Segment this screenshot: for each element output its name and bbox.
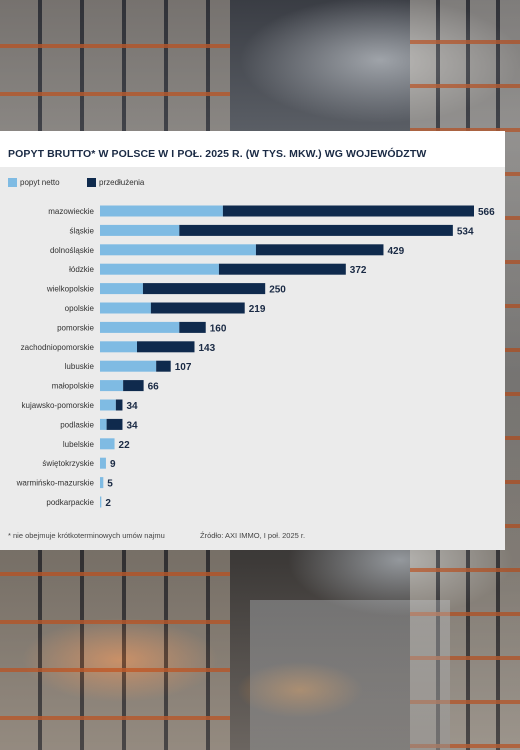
chart-title: POPYT BRUTTO* W POLSCE W I POŁ. 2025 R. … <box>8 148 427 160</box>
total-value-label: 250 <box>269 285 286 296</box>
chart-panel: POPYT BRUTTO* W POLSCE W I POŁ. 2025 R. … <box>0 131 505 550</box>
footnote-source: Źródło: AXI IMMO, I poł. 2025 r. <box>200 531 306 540</box>
bar-przedluzenia <box>255 244 384 256</box>
category-label: małopolskie <box>52 382 95 391</box>
bar-netto <box>100 496 102 508</box>
bar-przedluzenia <box>106 418 123 430</box>
total-value-label: 219 <box>249 304 266 315</box>
category-label: lubelskie <box>63 440 95 449</box>
category-label: kujawsko-pomorskie <box>22 401 95 410</box>
total-value-label: 34 <box>126 401 138 412</box>
bar-netto <box>100 321 180 333</box>
warehouse-floor <box>250 600 450 750</box>
title-bar: POPYT BRUTTO* W POLSCE W I POŁ. 2025 R. … <box>0 131 505 167</box>
category-label: podkarpackie <box>46 498 94 507</box>
bar-netto <box>100 477 104 489</box>
bar-netto <box>100 283 143 295</box>
bar-netto <box>100 399 116 411</box>
legend-swatch-netto <box>8 178 17 187</box>
bar-netto <box>100 244 256 256</box>
category-label: świętokrzyskie <box>42 459 94 468</box>
legend-item-przedluzenia: przedłużenia <box>87 178 144 187</box>
total-value-label: 429 <box>387 246 404 257</box>
bar-przedluzenia <box>179 224 453 236</box>
bar-netto <box>100 205 223 217</box>
footnote-asterisk: * nie obejmuje krótkoterminowych umów na… <box>8 531 165 540</box>
bar-przedluzenia <box>150 302 245 314</box>
bar-netto <box>100 263 219 275</box>
category-label: podlaskie <box>60 420 94 429</box>
bar-przedluzenia <box>179 321 206 333</box>
legend-label-przedluzenia: przedłużenia <box>99 178 145 187</box>
bar-netto <box>100 457 106 469</box>
total-value-label: 566 <box>478 207 495 218</box>
total-value-label: 107 <box>175 362 192 373</box>
legend-label-netto: popyt netto <box>20 178 60 187</box>
bar-netto <box>100 341 138 353</box>
bar-przedluzenia <box>142 283 266 295</box>
total-value-label: 2 <box>105 498 111 509</box>
total-value-label: 5 <box>107 479 113 490</box>
bar-przedluzenia <box>123 380 144 392</box>
total-value-label: 9 <box>110 459 116 470</box>
total-value-label: 143 <box>198 343 215 354</box>
category-label: łódzkie <box>69 265 94 274</box>
legend-item-netto: popyt netto <box>8 178 60 187</box>
category-label: lubuskie <box>65 362 95 371</box>
legend-swatch-przedluzenia <box>87 178 96 187</box>
bar-przedluzenia <box>156 360 171 372</box>
bar-netto <box>100 380 124 392</box>
bar-przedluzenia <box>218 263 346 275</box>
bar-przedluzenia <box>115 399 123 411</box>
total-value-label: 66 <box>148 382 160 393</box>
category-label: dolnośląskie <box>50 246 95 255</box>
bar-netto <box>100 302 151 314</box>
category-label: mazowieckie <box>48 207 94 216</box>
bar-netto <box>100 418 107 430</box>
total-value-label: 34 <box>126 420 138 431</box>
bar-przedluzenia <box>137 341 195 353</box>
total-value-label: 372 <box>350 265 367 276</box>
total-value-label: 534 <box>457 226 474 237</box>
bar-przedluzenia <box>222 205 474 217</box>
total-value-label: 22 <box>119 440 131 451</box>
category-label: opolskie <box>65 304 95 313</box>
category-label: śląskie <box>70 226 95 235</box>
bar-netto <box>100 360 157 372</box>
total-value-label: 160 <box>210 323 227 334</box>
category-label: pomorskie <box>57 323 94 332</box>
category-label: zachodniopomorskie <box>21 343 95 352</box>
category-label: warmińsko-mazurskie <box>16 479 95 488</box>
category-label: wielkopolskie <box>46 285 95 294</box>
bar-netto <box>100 438 115 450</box>
bar-netto <box>100 224 180 236</box>
